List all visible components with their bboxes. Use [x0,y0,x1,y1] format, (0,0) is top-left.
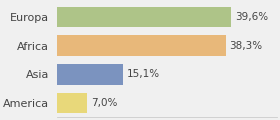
Text: 38,3%: 38,3% [229,41,262,51]
Text: 15,1%: 15,1% [127,69,160,79]
Text: 39,6%: 39,6% [235,12,268,22]
Bar [57,64,123,85]
Bar [57,35,226,56]
Text: 7,0%: 7,0% [91,98,117,108]
Bar [57,7,231,27]
Bar [57,93,87,113]
